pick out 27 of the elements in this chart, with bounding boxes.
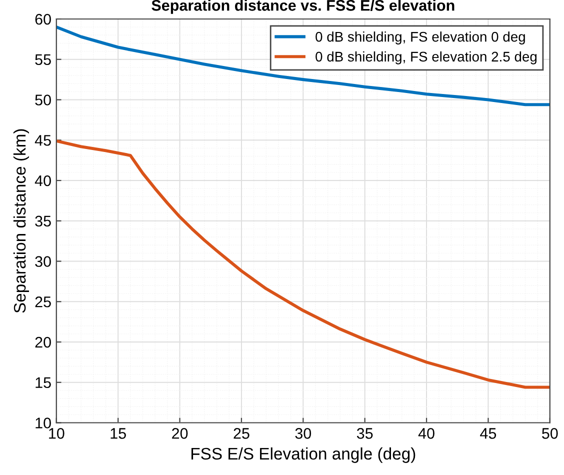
y-tick-label: 40 [34,175,51,186]
y-tick-label: 35 [35,216,51,227]
y-tick-label: 20 [35,336,51,348]
y-tick-label: 10 [36,418,51,428]
y-tick-label: 60 [35,14,51,25]
x-tick-label: 35 [356,428,373,439]
y-tick-label: 45 [34,135,51,146]
y-tick-label: 55 [35,54,51,66]
y-tick-label: 15 [36,377,51,388]
x-tick-label: 30 [295,428,312,439]
y-tick-label: 30 [35,256,51,267]
legend-label: 0 dB shielding, FS elevation 2.5 deg [316,51,537,64]
y-tick-label: 25 [35,296,51,308]
x-tick-label: 15 [110,428,126,439]
y-tick-label: 50 [35,94,51,106]
line-series [56,139,550,389]
x-tick-label: 50 [542,428,558,439]
x-tick-label: 40 [418,428,434,439]
y-axis-title: Separation distance (km) [13,129,29,313]
chart-title: Separation distance vs. FSS E/S elevation [152,0,454,14]
legend-label: 0 dB shielding, FS elevation 0 deg [316,32,525,44]
x-axis-title: FSS E/S Elevation angle (deg) [192,447,416,463]
x-tick-label: 10 [49,428,64,439]
line-series [56,26,550,106]
x-tick-label: 20 [172,428,188,439]
x-tick-label: 45 [480,428,496,439]
x-tick-label: 25 [234,428,250,439]
